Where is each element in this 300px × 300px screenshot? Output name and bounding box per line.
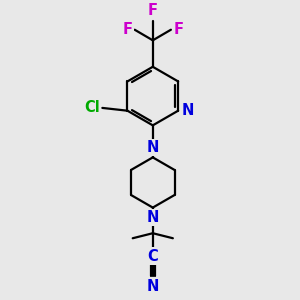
Text: F: F — [122, 22, 132, 37]
Text: Cl: Cl — [84, 100, 100, 116]
Text: C: C — [147, 249, 158, 264]
Text: N: N — [147, 210, 159, 225]
Text: N: N — [182, 103, 194, 118]
Text: N: N — [147, 280, 159, 295]
Text: F: F — [173, 22, 183, 37]
Text: F: F — [148, 3, 158, 18]
Text: N: N — [147, 140, 159, 155]
